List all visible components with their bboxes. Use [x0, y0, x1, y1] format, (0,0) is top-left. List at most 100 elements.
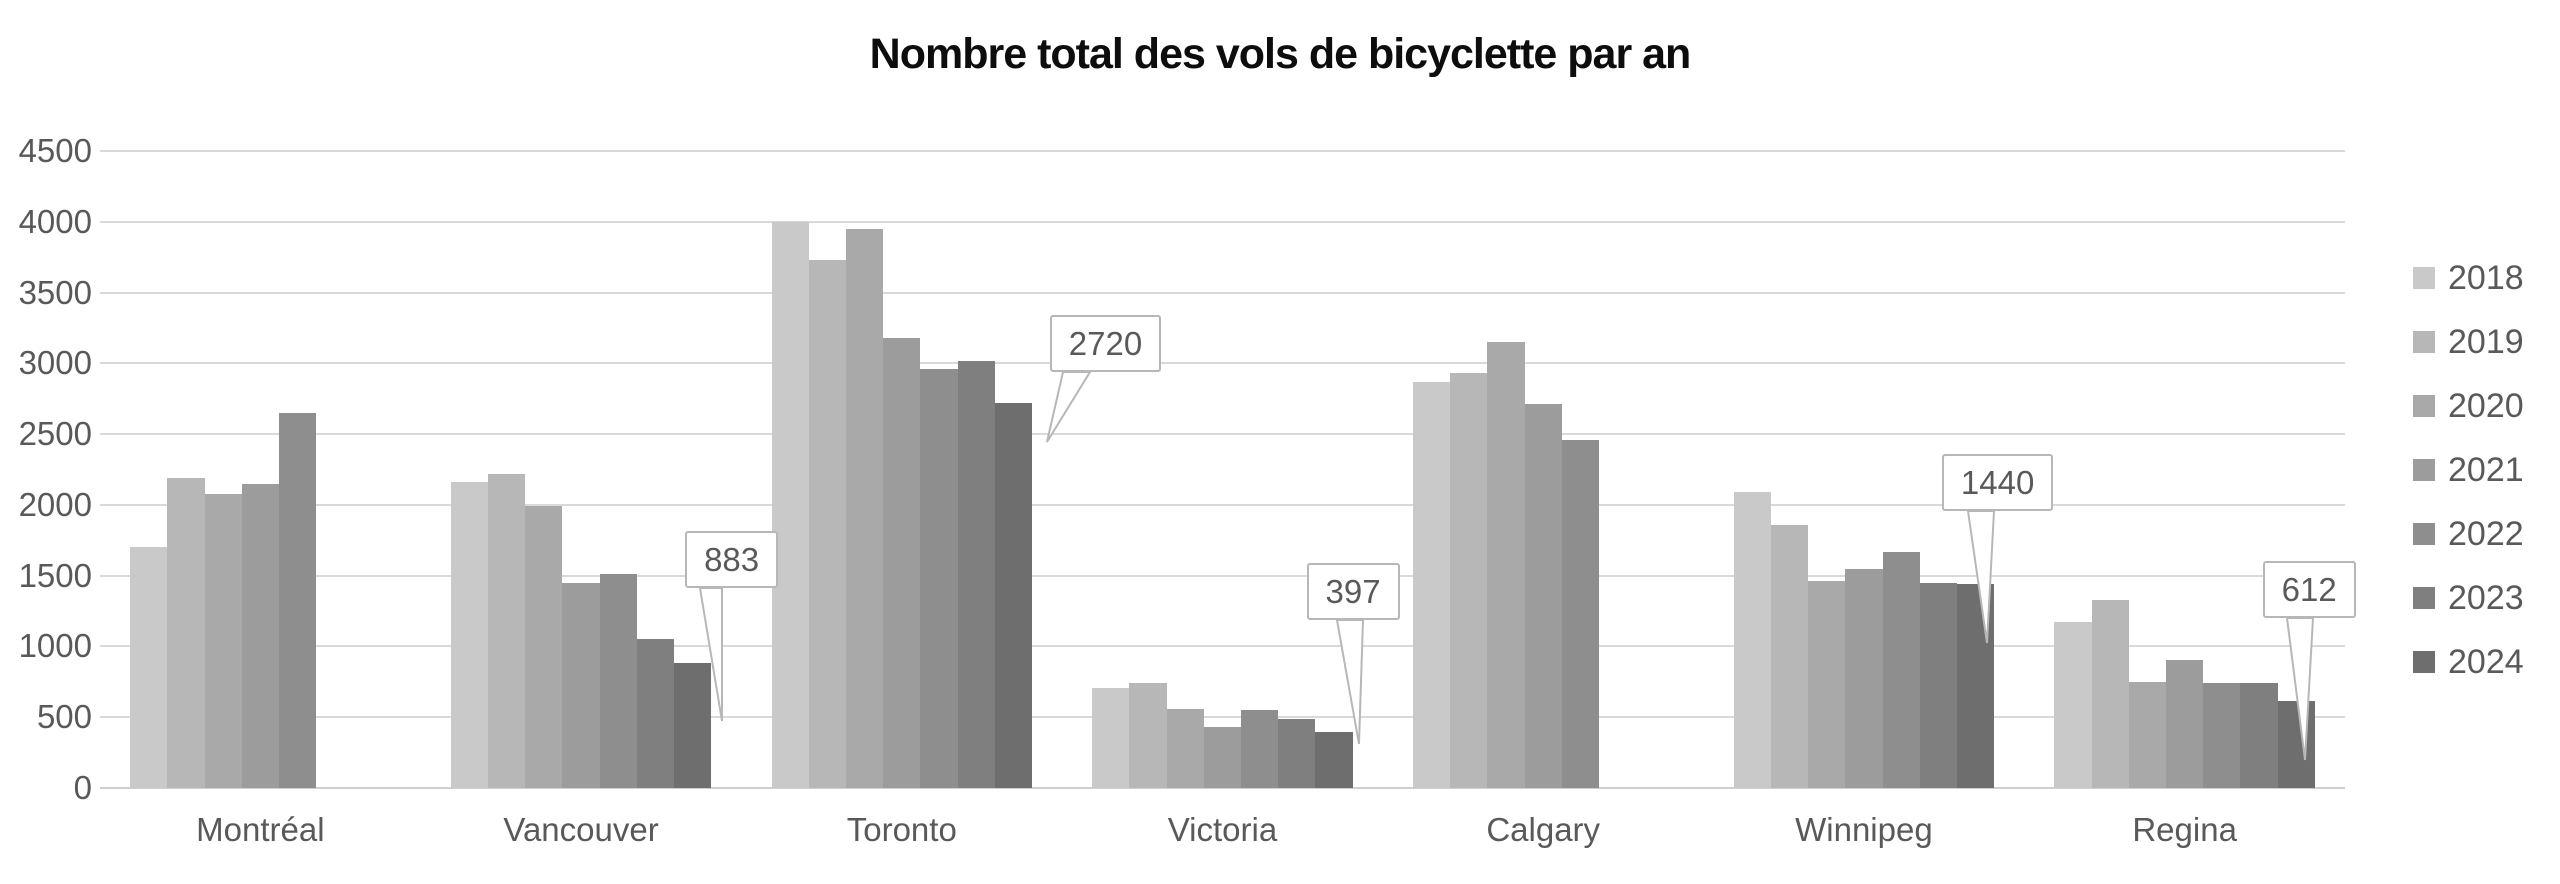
x-axis-label-winnipeg: Winnipeg: [1795, 811, 1933, 848]
bar-group-regina: [2054, 151, 2315, 788]
chart-title: Nombre total des vols de bicyclette par …: [869, 30, 1692, 78]
bar-victoria-2022: [1241, 710, 1279, 788]
legend-item-2023: 2023: [2413, 579, 2524, 617]
bar-vancouver-2019: [488, 473, 526, 788]
data-callout-883: 883: [685, 531, 779, 588]
gridline-2500: [100, 433, 2345, 436]
x-axis-label-toronto: Toronto: [846, 811, 957, 848]
y-axis-label-4500: 4500: [18, 132, 92, 169]
bar-victoria-2019: [1129, 683, 1167, 788]
y-axis-label-0: 0: [73, 769, 92, 806]
bar-montreal-2021: [241, 483, 279, 788]
callout-pointer-883: [698, 587, 724, 722]
bar-regina-2020: [2128, 681, 2167, 788]
bar-toronto-2023: [957, 360, 995, 788]
bar-winnipeg-2021: [1845, 568, 1883, 788]
legend-item-2020: 2020: [2413, 387, 2524, 425]
bar-victoria-2018: [1092, 687, 1130, 788]
bar-vancouver-2023: [636, 639, 675, 788]
legend-label-2022: 2022: [2448, 515, 2524, 553]
x-axis-label-calgary: Calgary: [1486, 811, 1601, 848]
legend-swatch-2019: [2413, 331, 2435, 353]
data-callout-397: 397: [1306, 562, 1400, 620]
bar-toronto-2019: [808, 260, 846, 788]
callout-pointer-397: [1335, 618, 1364, 744]
legend-label-2018: 2018: [2448, 259, 2524, 297]
bar-toronto-2022: [920, 369, 958, 788]
y-axis-label-2000: 2000: [18, 485, 92, 523]
y-axis-label-500: 500: [36, 698, 92, 736]
bar-montreal-2018: [130, 547, 168, 788]
bar-vancouver-2021: [562, 582, 600, 788]
plot-area: 883 2720 397 1440 612: [100, 150, 2356, 789]
y-axis-label-2500: 2500: [18, 415, 92, 453]
bar-group-toronto: [771, 151, 1032, 788]
legend: 2018 2019 2020 2021 2022 2023 2024: [2413, 259, 2524, 715]
bar-group-winnipeg: [1733, 151, 1995, 788]
legend-label-2023: 2023: [2448, 579, 2524, 617]
legend-item-2021: 2021: [2413, 451, 2524, 489]
legend-label-2024: 2024: [2448, 643, 2524, 681]
bar-toronto-2021: [883, 337, 921, 788]
x-axis-label-vancouver: Vancouver: [503, 811, 659, 848]
callout-pointer-2720: [1045, 370, 1092, 443]
y-axis-label-3000: 3000: [18, 344, 92, 382]
bar-regina-2022: [2203, 683, 2241, 788]
bar-vancouver-2022: [599, 573, 637, 788]
bar-winnipeg-2022: [1882, 551, 1920, 788]
bar-vancouver-2020: [525, 506, 563, 788]
x-axis-label-victoria: Victoria: [1167, 811, 1278, 848]
data-callout-2720: 2720: [1049, 314, 1162, 372]
bar-group-victoria: [1092, 151, 1353, 788]
bar-winnipeg-2018: [1733, 492, 1771, 788]
bar-calgary-2021: [1524, 403, 1562, 788]
legend-swatch-2021: [2413, 459, 2435, 481]
bar-regina-2021: [2166, 659, 2204, 788]
bar-group-calgary: [1413, 151, 1673, 788]
gridline-4500: [100, 150, 2345, 152]
bar-victoria-2020: [1166, 708, 1204, 788]
bar-calgary-2022: [1561, 439, 1599, 788]
legend-label-2021: 2021: [2448, 451, 2524, 489]
legend-item-2018: 2018: [2413, 259, 2524, 297]
bar-toronto-2020: [845, 228, 884, 788]
legend-swatch-2022: [2413, 523, 2435, 545]
gridline-500: [100, 716, 2345, 719]
callout-pointer-1440: [1966, 510, 1995, 644]
legend-swatch-2024: [2413, 651, 2435, 673]
y-axis-label-1000: 1000: [18, 627, 92, 665]
bar-victoria-2024: [1315, 731, 1353, 788]
bar-montreal-2019: [167, 478, 205, 788]
gridline-1000: [100, 645, 2345, 648]
bar-calgary-2018: [1413, 382, 1451, 788]
legend-label-2020: 2020: [2448, 387, 2524, 425]
gridline-1500: [100, 574, 2345, 577]
y-axis-label-4000: 4000: [18, 202, 92, 240]
gridline-2000: [100, 503, 2345, 506]
legend-swatch-2018: [2413, 267, 2435, 289]
legend-label-2019: 2019: [2448, 323, 2524, 361]
bar-toronto-2018: [771, 221, 809, 788]
y-axis-label-3500: 3500: [18, 273, 92, 311]
bar-group-montreal: [130, 151, 390, 788]
gridline-4000: [100, 220, 2345, 223]
bar-victoria-2021: [1203, 727, 1242, 788]
bar-group-vancouver: [450, 151, 712, 788]
data-callout-1440: 1440: [1941, 454, 2054, 512]
bar-winnipeg-2019: [1770, 525, 1809, 788]
x-axis-label-regina: Regina: [2132, 811, 2237, 848]
x-axis-line: [100, 787, 2345, 789]
legend-swatch-2023: [2413, 587, 2435, 609]
legend-swatch-2020: [2413, 395, 2435, 417]
callout-pointer-612: [2285, 617, 2314, 761]
bar-vancouver-2024: [674, 663, 712, 788]
bar-regina-2019: [2091, 599, 2129, 788]
bar-victoria-2023: [1278, 718, 1316, 788]
bar-calgary-2019: [1450, 372, 1488, 788]
bar-regina-2023: [2240, 682, 2278, 788]
bar-montreal-2022: [278, 412, 317, 788]
y-axis-label-1500: 1500: [18, 556, 92, 594]
bar-montreal-2020: [204, 493, 242, 788]
bar-toronto-2024: [994, 402, 1032, 788]
